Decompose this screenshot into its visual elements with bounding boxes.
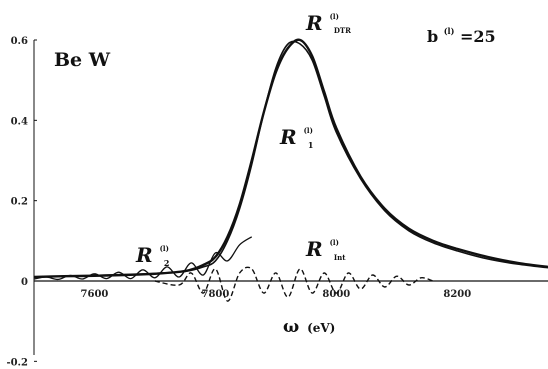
parameter-label-base: b [427,27,438,46]
series-label-r1-sub: 1 [308,140,314,150]
x-tick-label: 7600 [81,289,109,300]
y-tick-label: 0.2 [11,197,28,208]
series-label-r2-sup: (l) [160,244,169,253]
y-tick-labels: 0.6 0.4 0.2 0 -0.2 [6,36,37,368]
series-label-r2: R (l) 2 [135,232,176,268]
y-tick-label: 0.4 [11,116,28,127]
series-line-r2 [33,236,253,281]
x-tick-label: 7800 [201,289,229,300]
series-label-r1-sup: (l) [304,126,313,135]
series-layer [33,38,548,302]
series-label-dtr: R (l) DTR [305,0,351,35]
series-line-r1 [33,40,548,278]
y-tick-label: 0.6 [11,36,28,47]
x-tick-labels: 7600 7800 8000 8200 [81,289,472,300]
series-label-dtr-sup: (l) [330,12,339,21]
series-line-int [154,266,434,302]
x-axis-label-symbol: ω [283,317,299,337]
series-label-dtr-sub: DTR [334,26,351,35]
series-label-r1-base: R [279,125,297,149]
series-label-int: R (l) Int [305,226,346,262]
series-label-int-base: R [305,237,323,261]
plot-area: 7600 7800 8000 8200 0.6 0.4 0.2 0 -0.2 Be W b (… [6,0,548,368]
parameter-label: b (l) =25 [427,19,496,46]
x-axis-label-unit: (eV) [307,321,335,335]
parameter-label-sup: (l) [444,26,455,36]
series-label-r2-sub: 2 [164,258,170,268]
series-label-r2-base: R [135,243,153,267]
parameter-label-value: =25 [460,27,496,46]
x-tick-label: 8000 [322,289,350,300]
series-label-r1: R (l) 1 [279,114,320,150]
series-label-dtr-base: R [305,11,323,35]
series-label-int-sup: (l) [330,238,339,247]
y-tick-label: 0 [21,277,28,288]
x-axis-label: ω (eV) [283,317,335,337]
y-tick-label: -0.2 [6,357,28,368]
x-tick-label: 8200 [443,289,471,300]
series-line-dtr [33,38,548,279]
series-label-int-sub: Int [334,253,346,262]
material-label: Be W [54,49,111,71]
